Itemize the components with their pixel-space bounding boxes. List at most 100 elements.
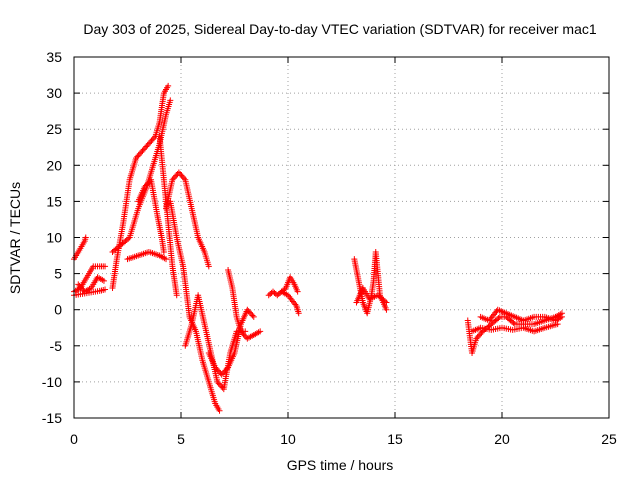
data-point bbox=[250, 313, 257, 320]
data-point bbox=[142, 182, 149, 189]
data-point bbox=[169, 176, 176, 183]
x-tick-labels: 0 5 10 15 20 25 bbox=[70, 431, 617, 447]
grid-lines bbox=[74, 57, 609, 418]
y-tick-label: 20 bbox=[46, 157, 62, 173]
data-point bbox=[240, 331, 247, 338]
data-point bbox=[160, 248, 167, 255]
data-point bbox=[219, 370, 226, 377]
series-sat-track-17 bbox=[351, 248, 390, 317]
data-point bbox=[173, 292, 180, 299]
data-point bbox=[149, 136, 156, 143]
x-tick-label: 5 bbox=[177, 431, 185, 447]
data-point bbox=[241, 332, 248, 339]
data-point bbox=[167, 97, 174, 104]
data-point bbox=[257, 328, 264, 335]
data-points bbox=[71, 82, 565, 414]
y-tick-label: -10 bbox=[42, 374, 62, 390]
data-point bbox=[214, 378, 221, 385]
data-point bbox=[142, 144, 149, 151]
data-point bbox=[475, 332, 482, 339]
data-point bbox=[125, 235, 132, 242]
y-tick-label: 30 bbox=[46, 85, 62, 101]
x-tick-label: 25 bbox=[601, 431, 617, 447]
data-point bbox=[223, 365, 230, 372]
data-point bbox=[245, 308, 252, 315]
data-point bbox=[495, 315, 502, 322]
series-sat-track-16 bbox=[278, 288, 302, 317]
data-point bbox=[554, 321, 561, 328]
y-tick-label: 35 bbox=[46, 49, 62, 65]
y-tick-label: 10 bbox=[46, 230, 62, 246]
y-tick-label: -5 bbox=[50, 338, 63, 354]
x-axis-label: GPS time / hours bbox=[287, 457, 394, 473]
data-point bbox=[213, 365, 220, 372]
y-tick-label: 0 bbox=[54, 302, 62, 318]
data-point bbox=[383, 306, 390, 313]
data-point bbox=[239, 329, 246, 336]
data-point bbox=[134, 153, 141, 160]
series-sat-track-10 bbox=[163, 169, 212, 270]
data-point bbox=[165, 82, 172, 89]
data-point bbox=[218, 371, 225, 378]
data-point bbox=[133, 155, 140, 162]
data-point bbox=[473, 335, 480, 342]
data-point bbox=[145, 140, 152, 147]
x-tick-label: 15 bbox=[387, 431, 403, 447]
data-point bbox=[205, 263, 212, 270]
data-point bbox=[102, 263, 109, 270]
data-point bbox=[143, 143, 150, 150]
data-point bbox=[221, 368, 228, 375]
data-point bbox=[214, 367, 221, 374]
data-point bbox=[148, 137, 155, 144]
data-point bbox=[179, 173, 186, 180]
y-axis-label: SDTVAR / TECUs bbox=[7, 182, 23, 294]
data-point bbox=[222, 367, 229, 374]
series-sat-track-15 bbox=[265, 274, 301, 299]
series-sat-track-6 bbox=[109, 97, 174, 255]
data-point bbox=[76, 282, 83, 289]
data-point bbox=[244, 306, 251, 313]
chart-title: Day 303 of 2025, Sidereal Day-to-day VTE… bbox=[83, 21, 596, 37]
data-point bbox=[474, 334, 481, 341]
data-point bbox=[558, 313, 565, 320]
data-point bbox=[178, 172, 185, 179]
data-point bbox=[215, 380, 222, 387]
series-sat-track-7 bbox=[124, 248, 170, 263]
data-point bbox=[102, 286, 109, 293]
series-sat-track-21 bbox=[469, 321, 561, 335]
data-point bbox=[216, 368, 223, 375]
data-point bbox=[175, 169, 182, 176]
data-point bbox=[170, 175, 177, 182]
data-point bbox=[163, 256, 170, 263]
data-point bbox=[138, 149, 145, 156]
y-tick-label: 25 bbox=[46, 121, 62, 137]
data-point bbox=[382, 298, 389, 305]
series-sat-track-4 bbox=[71, 286, 109, 299]
x-tick-label: 0 bbox=[70, 431, 78, 447]
x-tick-label: 10 bbox=[280, 431, 296, 447]
data-point bbox=[212, 364, 219, 371]
y-tick-label: -15 bbox=[42, 410, 62, 426]
data-point bbox=[79, 285, 86, 292]
data-point bbox=[173, 172, 180, 179]
y-tick-label: 15 bbox=[46, 193, 62, 209]
data-point bbox=[75, 281, 82, 288]
series-sat-track-18 bbox=[353, 285, 390, 306]
data-point bbox=[237, 328, 244, 335]
data-point bbox=[151, 134, 158, 141]
data-point bbox=[216, 407, 223, 414]
data-point bbox=[294, 288, 301, 295]
data-point bbox=[478, 329, 485, 336]
x-tick-label: 20 bbox=[494, 431, 510, 447]
series-sat-track-8 bbox=[135, 176, 167, 255]
series-sat-track-14 bbox=[225, 266, 264, 342]
series-sat-track-9 bbox=[156, 133, 180, 299]
data-point bbox=[510, 319, 517, 326]
data-point bbox=[82, 234, 89, 241]
y-tick-label: 5 bbox=[54, 266, 62, 282]
series-sat-track-20 bbox=[477, 306, 565, 324]
data-point bbox=[141, 183, 148, 190]
data-point bbox=[295, 310, 302, 317]
data-point bbox=[172, 173, 179, 180]
